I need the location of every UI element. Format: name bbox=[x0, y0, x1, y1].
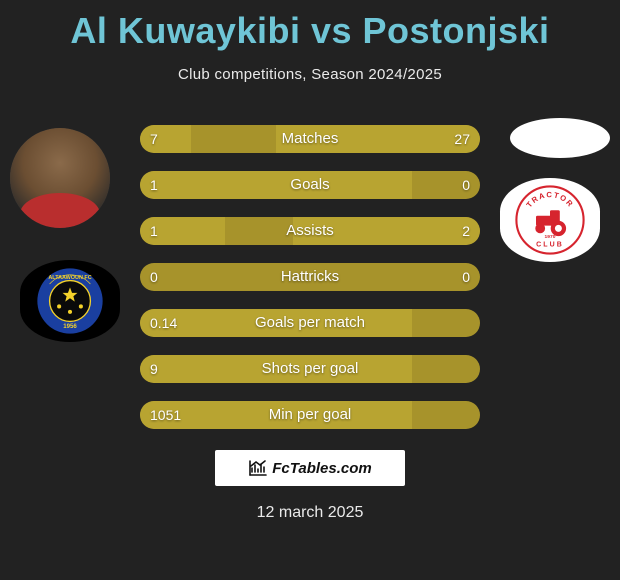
chart-icon bbox=[248, 459, 268, 477]
team-left-badge: ALTAAWOUN FC 1956 bbox=[20, 260, 120, 342]
player-left-avatar bbox=[10, 128, 110, 228]
season-subtitle: Club competitions, Season 2024/2025 bbox=[0, 66, 620, 83]
stat-row: 1Assists2 bbox=[140, 217, 480, 245]
svg-text:1970: 1970 bbox=[545, 234, 556, 240]
stat-label: Goals bbox=[140, 171, 480, 199]
stat-row: 0.14Goals per match bbox=[140, 309, 480, 337]
stat-right-value: 0 bbox=[462, 171, 470, 199]
stat-right-value: 2 bbox=[462, 217, 470, 245]
comparison-date: 12 march 2025 bbox=[0, 504, 620, 522]
svg-text:CLUB: CLUB bbox=[536, 242, 564, 249]
page-title: Al Kuwaykibi vs Postonjski bbox=[0, 0, 620, 52]
stat-right-value: 27 bbox=[454, 125, 470, 153]
branding-badge[interactable]: FcTables.com bbox=[215, 450, 405, 486]
stats-list: 7Matches271Goals01Assists20Hattricks00.1… bbox=[140, 125, 480, 447]
stat-row: 0Hattricks0 bbox=[140, 263, 480, 291]
stat-label: Goals per match bbox=[140, 309, 480, 337]
player-right-flag bbox=[510, 118, 610, 158]
altaawoun-badge-icon: ALTAAWOUN FC 1956 bbox=[36, 267, 104, 335]
stat-label: Shots per goal bbox=[140, 355, 480, 383]
stat-row: 7Matches27 bbox=[140, 125, 480, 153]
stat-right-value: 0 bbox=[462, 263, 470, 291]
stat-row: 1051Min per goal bbox=[140, 401, 480, 429]
stat-label: Min per goal bbox=[140, 401, 480, 429]
tractor-badge-icon: TRACTOR CLUB 1970 bbox=[515, 185, 585, 255]
stat-label: Assists bbox=[140, 217, 480, 245]
stat-row: 1Goals0 bbox=[140, 171, 480, 199]
avatar-placeholder-icon bbox=[10, 128, 110, 228]
team-right-badge: TRACTOR CLUB 1970 bbox=[500, 178, 600, 262]
team-left-name-text: ALTAAWOUN FC bbox=[48, 275, 91, 281]
stat-row: 9Shots per goal bbox=[140, 355, 480, 383]
team-left-year-text: 1956 bbox=[63, 323, 77, 330]
branding-label: FcTables.com bbox=[272, 460, 371, 477]
stat-label: Hattricks bbox=[140, 263, 480, 291]
stat-label: Matches bbox=[140, 125, 480, 153]
